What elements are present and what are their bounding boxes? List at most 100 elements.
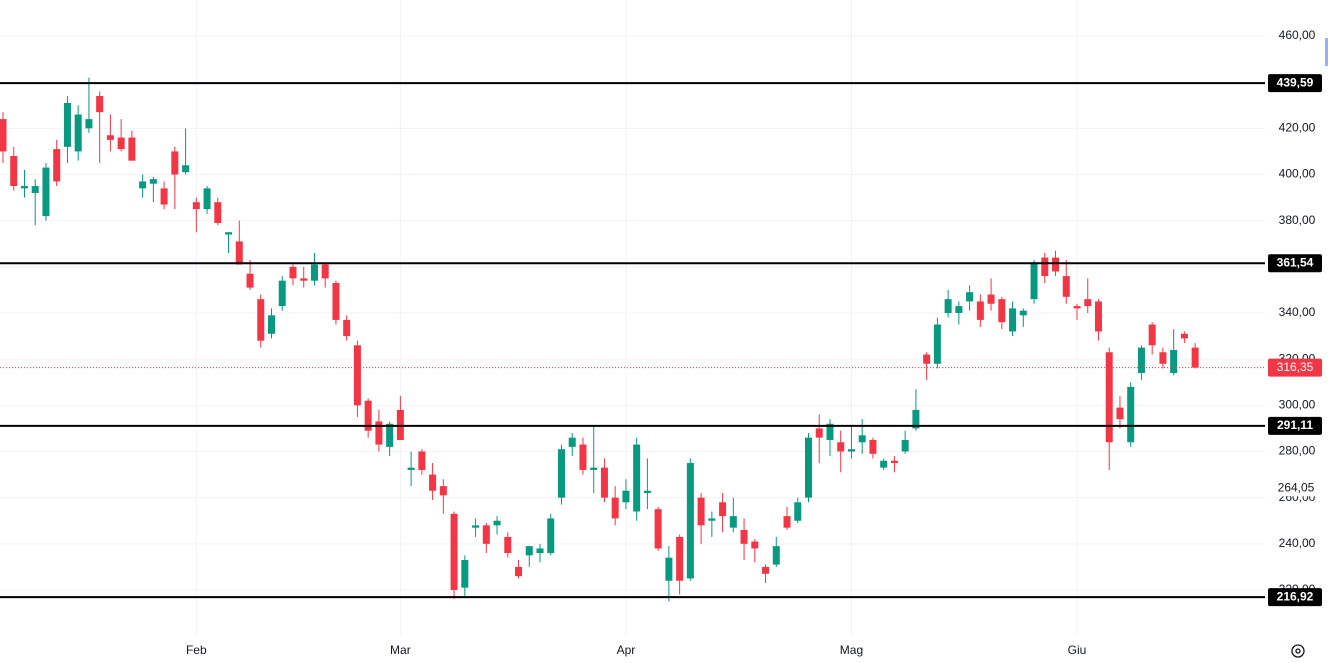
candle-body bbox=[300, 278, 308, 281]
candle-body bbox=[1041, 257, 1049, 277]
candle-body bbox=[600, 467, 608, 498]
candle-body bbox=[890, 460, 898, 464]
candle-body bbox=[192, 202, 200, 210]
level-label: 439,59 bbox=[1277, 75, 1314, 89]
candle-body bbox=[235, 241, 243, 265]
candle-body bbox=[976, 301, 984, 320]
candle-body bbox=[740, 529, 748, 544]
candle-body bbox=[633, 444, 641, 512]
candle-body bbox=[160, 188, 168, 205]
candle-body bbox=[933, 324, 941, 364]
y-tick-label: 280,00 bbox=[1279, 444, 1316, 458]
candle-body bbox=[375, 421, 383, 445]
candle-body bbox=[1180, 333, 1188, 339]
candle-body bbox=[751, 541, 759, 549]
candle-body bbox=[42, 167, 50, 217]
candle-body bbox=[847, 449, 855, 452]
candle-body bbox=[686, 463, 694, 579]
candle-body bbox=[547, 518, 555, 554]
settings-gear[interactable] bbox=[1291, 644, 1305, 658]
level-label-box bbox=[1268, 416, 1322, 435]
candle-body bbox=[654, 509, 662, 549]
candle-body bbox=[0, 119, 7, 152]
candle-body bbox=[139, 181, 147, 189]
candle-body bbox=[1009, 308, 1017, 332]
candle-body bbox=[1094, 301, 1102, 332]
x-tick-label: Mag bbox=[840, 643, 863, 657]
candle-body bbox=[20, 186, 28, 189]
candle-body bbox=[96, 96, 104, 113]
level-label: 216,92 bbox=[1277, 589, 1314, 603]
candle-body bbox=[1191, 347, 1199, 368]
candle-body bbox=[106, 135, 114, 140]
candle-body bbox=[955, 306, 963, 313]
x-tick-label: Feb bbox=[186, 643, 207, 657]
candle-body bbox=[246, 273, 254, 288]
y-tick-label: 300,00 bbox=[1279, 398, 1316, 412]
candle-body bbox=[611, 497, 619, 519]
level-label-box bbox=[1268, 588, 1322, 607]
candle-body bbox=[203, 188, 211, 210]
candle-body bbox=[429, 474, 437, 491]
candle-body bbox=[461, 559, 469, 588]
settings-center[interactable] bbox=[1295, 648, 1301, 654]
candle-body bbox=[579, 444, 587, 470]
candle-body bbox=[869, 439, 877, 454]
candle-body bbox=[966, 292, 974, 302]
candle-body bbox=[482, 525, 490, 544]
candle-body bbox=[1084, 299, 1092, 307]
candle-body bbox=[310, 264, 318, 281]
y-tick-label: 340,00 bbox=[1279, 305, 1316, 319]
candle-body bbox=[826, 423, 834, 440]
candle-body bbox=[665, 557, 673, 581]
candle-body bbox=[783, 516, 791, 528]
candle-body bbox=[1073, 306, 1081, 309]
candle-body bbox=[450, 513, 458, 590]
candle-body bbox=[762, 566, 770, 574]
candle-body bbox=[225, 232, 233, 235]
settings-icon[interactable] bbox=[1291, 644, 1305, 658]
y-tick-label: 460,00 bbox=[1279, 28, 1316, 42]
candle-body bbox=[815, 428, 823, 438]
y-tick-label: 240,00 bbox=[1279, 536, 1316, 550]
candle-body bbox=[923, 354, 931, 364]
candle-body bbox=[278, 280, 286, 307]
candle-body bbox=[1127, 386, 1135, 443]
candle-body bbox=[697, 497, 705, 526]
candle-body bbox=[1062, 276, 1070, 297]
candle-body bbox=[794, 502, 802, 521]
candle-body bbox=[998, 299, 1006, 323]
candle-body bbox=[63, 102, 71, 147]
candle-body bbox=[149, 179, 157, 184]
candle-body bbox=[1019, 310, 1027, 316]
x-tick-label: Giu bbox=[1068, 643, 1087, 657]
candle-body bbox=[386, 423, 394, 447]
level-label: 361,54 bbox=[1277, 255, 1314, 269]
crosshair-price-label: 264,05 bbox=[1278, 480, 1315, 494]
candle-body bbox=[557, 449, 565, 498]
x-tick-label: Apr bbox=[617, 643, 636, 657]
candle-body bbox=[214, 202, 222, 223]
candle-body bbox=[1148, 324, 1156, 346]
candle-body bbox=[676, 536, 684, 581]
candle-body bbox=[182, 165, 190, 173]
candle-body bbox=[590, 467, 598, 470]
last-price-label: 316,35 bbox=[1277, 360, 1314, 374]
candle-body bbox=[472, 525, 480, 528]
candle-body bbox=[643, 490, 651, 494]
candle-body bbox=[1105, 352, 1113, 443]
candle-body bbox=[1030, 262, 1038, 300]
candle-body bbox=[268, 315, 275, 334]
candle-body bbox=[332, 282, 340, 320]
candle-body bbox=[944, 299, 952, 313]
candle-body bbox=[117, 137, 125, 150]
candle-body bbox=[912, 409, 920, 429]
scroll-indicator bbox=[1325, 38, 1328, 66]
candle-body bbox=[622, 490, 630, 503]
candle-body bbox=[257, 299, 265, 341]
level-label: 291,11 bbox=[1277, 418, 1313, 432]
candle-body bbox=[772, 546, 780, 565]
level-label-box bbox=[1268, 254, 1322, 273]
candle-body bbox=[407, 467, 415, 470]
